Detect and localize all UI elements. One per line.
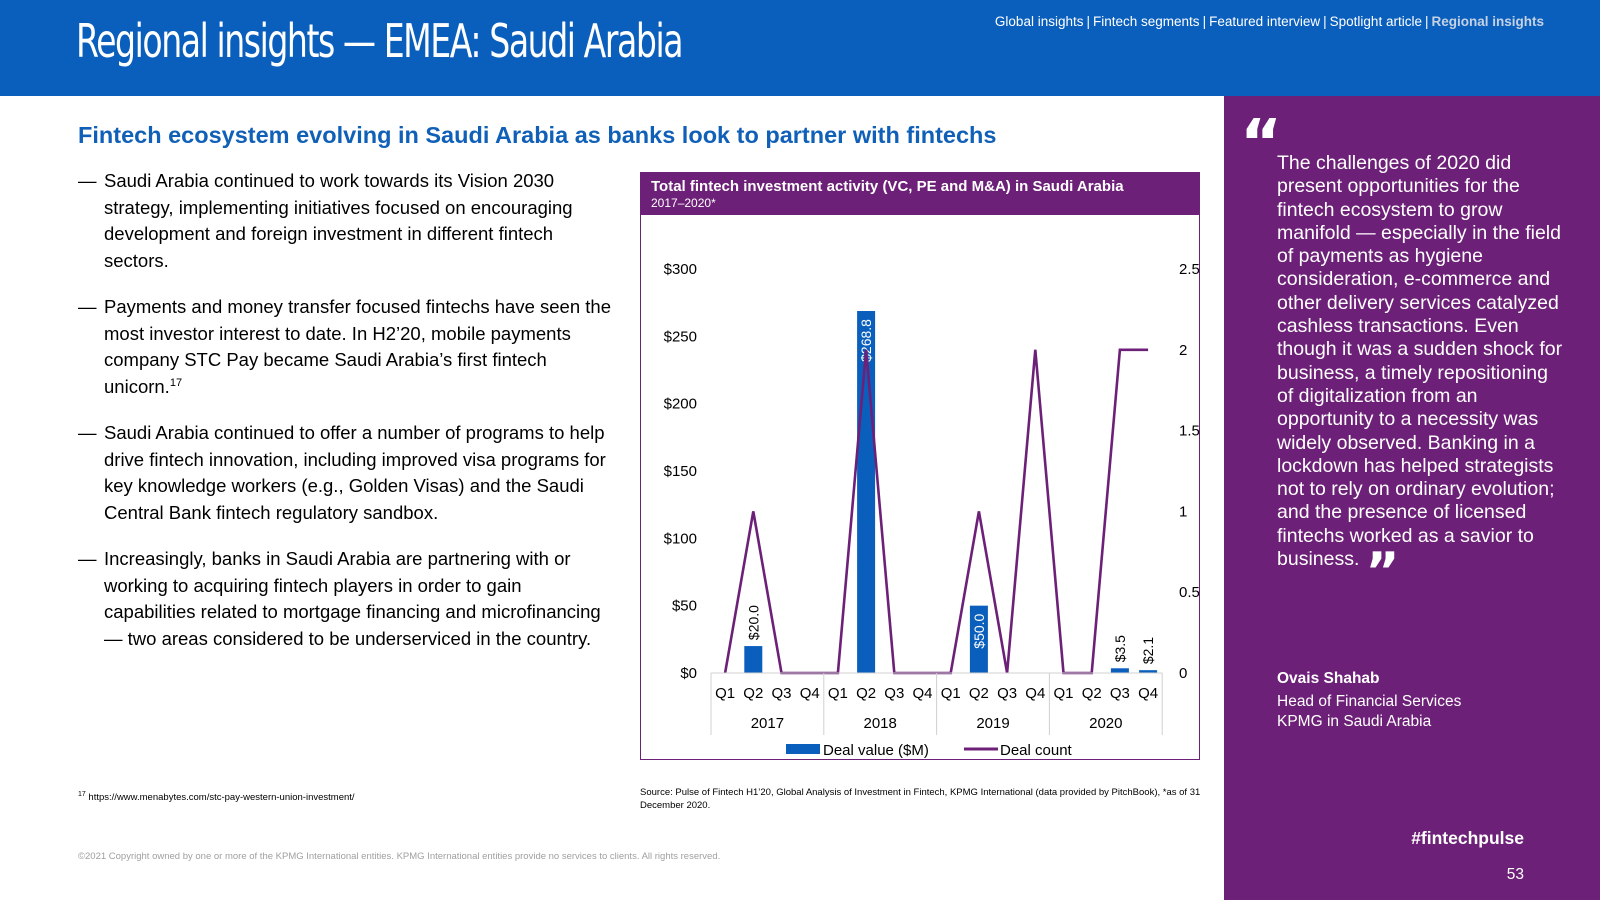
- bar: [744, 646, 763, 673]
- chart-subtitle: 2017–2020*: [651, 196, 716, 210]
- y-right-tick-label: 0.5: [1179, 584, 1199, 601]
- nav-featured-interview[interactable]: Featured interview: [1209, 14, 1321, 29]
- x-tick-label: Q2: [743, 685, 763, 702]
- footnote-marker: 17: [78, 791, 86, 798]
- footnote: 17 https://www.menabytes.com/stc-pay-wes…: [78, 791, 355, 803]
- legend-swatch-bar: [786, 744, 820, 754]
- nav-separator: |: [1424, 14, 1429, 29]
- bullet-text: Payments and money transfer focused fint…: [104, 296, 611, 397]
- x-tick-label: Q3: [771, 685, 791, 702]
- nav-regional-insights[interactable]: Regional insights: [1431, 14, 1544, 29]
- author-organization: KPMG in Saudi Arabia: [1277, 713, 1432, 730]
- page-number: 53: [1506, 866, 1524, 883]
- x-tick-label: Q2: [969, 685, 989, 702]
- y-left-tick-label: $0: [680, 665, 697, 682]
- quote-text: The challenges of 2020 did present oppor…: [1277, 152, 1563, 571]
- bullet-dash: —: [78, 422, 97, 443]
- bullet-text: Saudi Arabia continued to work towards i…: [104, 170, 573, 271]
- bar: [857, 311, 876, 673]
- bar-value-label: $3.5: [1112, 635, 1128, 662]
- y-left-tick-label: $50: [672, 598, 697, 615]
- quote-block: The challenges of 2020 did present oppor…: [1277, 152, 1567, 603]
- legend-label-deal-value: Deal value ($M): [823, 742, 929, 759]
- author-title: Head of Financial Services: [1277, 693, 1462, 710]
- bar: [1139, 670, 1158, 673]
- y-left-tick-label: $200: [664, 396, 697, 413]
- x-tick-label: Q1: [828, 685, 848, 702]
- bar-value-label: $268.8: [858, 319, 874, 362]
- bullet-text: Saudi Arabia continued to offer a number…: [104, 422, 606, 523]
- nav-separator: |: [1202, 14, 1207, 29]
- open-quote-icon: “: [1240, 107, 1283, 181]
- nav-separator: |: [1323, 14, 1327, 29]
- quote-panel: “ The challenges of 2020 did present opp…: [1224, 96, 1600, 900]
- bullet-item: — Payments and money transfer focused fin…: [78, 294, 618, 400]
- y-right-tick-label: 2: [1179, 342, 1187, 359]
- legend-label-deal-count: Deal count: [1000, 742, 1073, 759]
- x-group-label: 2017: [751, 715, 784, 732]
- x-tick-label: Q1: [715, 685, 735, 702]
- chart-panel: Total fintech investment activity (VC, P…: [640, 172, 1200, 760]
- investment-chart: $0 $50 $100 $150 $200 $250 $300 0 0.5 1 1.5 2 2.5 $20…: [664, 261, 1199, 759]
- x-tick-label: Q1: [941, 685, 961, 702]
- nav-spotlight-article[interactable]: Spotlight article: [1329, 14, 1422, 29]
- x-tick-label: Q3: [997, 685, 1017, 702]
- hashtag: #fintechpulse: [1411, 828, 1524, 848]
- y-right-tick-label: 1.5: [1179, 423, 1199, 440]
- x-tick-label: Q4: [1025, 685, 1045, 702]
- section-headline: Fintech ecosystem evolving in Saudi Arab…: [78, 122, 997, 148]
- bar: [969, 605, 988, 673]
- x-tick-label: Q4: [912, 685, 932, 702]
- y-left-tick-label: $250: [664, 328, 697, 345]
- bar-value-label: $2.1: [1140, 637, 1156, 664]
- chart-source-note: Source: Pulse of Fintech H1’20, Global A…: [640, 787, 1201, 811]
- bullet-dash: —: [78, 548, 97, 569]
- chart-title: Total fintech investment activity (VC, P…: [651, 178, 1124, 195]
- x-group-label: 2020: [1089, 715, 1122, 732]
- bullet-list: — Saudi Arabia continued to work towards …: [78, 168, 618, 672]
- copyright-notice: ©2021 Copyright owned by one or more of …: [78, 851, 721, 862]
- quote-author: Ovais Shahab: [1277, 670, 1380, 687]
- bullet-dash: —: [78, 296, 97, 317]
- bullet-dash: —: [78, 170, 97, 191]
- x-group-label: 2018: [864, 715, 897, 732]
- nav-fintech-segments[interactable]: Fintech segments: [1093, 14, 1200, 29]
- nav-separator: |: [1086, 14, 1090, 29]
- nav-global-insights[interactable]: Global insights: [994, 14, 1084, 29]
- bar: [1110, 668, 1129, 673]
- close-quote-icon: ”: [1365, 542, 1400, 603]
- footnote-reference: 17: [169, 376, 183, 389]
- bullet-text: Increasingly, banks in Saudi Arabia are …: [104, 548, 601, 649]
- x-tick-label: Q3: [1110, 685, 1130, 702]
- x-tick-label: Q4: [800, 685, 820, 702]
- bullet-item: — Saudi Arabia continued to offer a numbe…: [78, 420, 618, 526]
- y-left-tick-label: $300: [664, 261, 697, 278]
- y-right-tick-label: 0: [1179, 665, 1187, 682]
- x-tick-label: Q2: [1082, 685, 1102, 702]
- x-tick-label: Q3: [884, 685, 904, 702]
- page-title: Regional insights — EMEA: Saudi Arabia: [76, 14, 684, 68]
- top-navigation: Global insights | Fintech segments | Feature…: [995, 14, 1544, 29]
- bar-value-label: $20.0: [745, 605, 761, 640]
- y-left-tick-label: $150: [664, 463, 697, 480]
- bullet-item: — Increasingly, banks in Saudi Arabia are…: [78, 546, 618, 652]
- footnote-text: https://www.menabytes.com/stc-pay-wester…: [85, 792, 355, 804]
- y-left-tick-label: $100: [664, 530, 697, 547]
- x-tick-label: Q4: [1138, 685, 1158, 702]
- deal-count-line: [723, 348, 1149, 675]
- x-tick-label: Q2: [856, 685, 876, 702]
- header-bar: Regional insights — EMEA: Saudi Arabia G…: [0, 0, 1600, 96]
- y-right-tick-label: 2.5: [1179, 261, 1199, 278]
- x-tick-label: Q1: [1053, 685, 1073, 702]
- x-group-label: 2019: [976, 715, 1009, 732]
- quote-author-role: Head of Financial Services KPMG in Saudi…: [1277, 692, 1461, 732]
- bar-value-label: $50.0: [971, 613, 987, 648]
- y-right-tick-label: 1: [1179, 503, 1187, 520]
- chart-header: Total fintech investment activity (VC, P…: [641, 173, 1199, 215]
- bullet-item: — Saudi Arabia continued to work towards …: [78, 168, 618, 274]
